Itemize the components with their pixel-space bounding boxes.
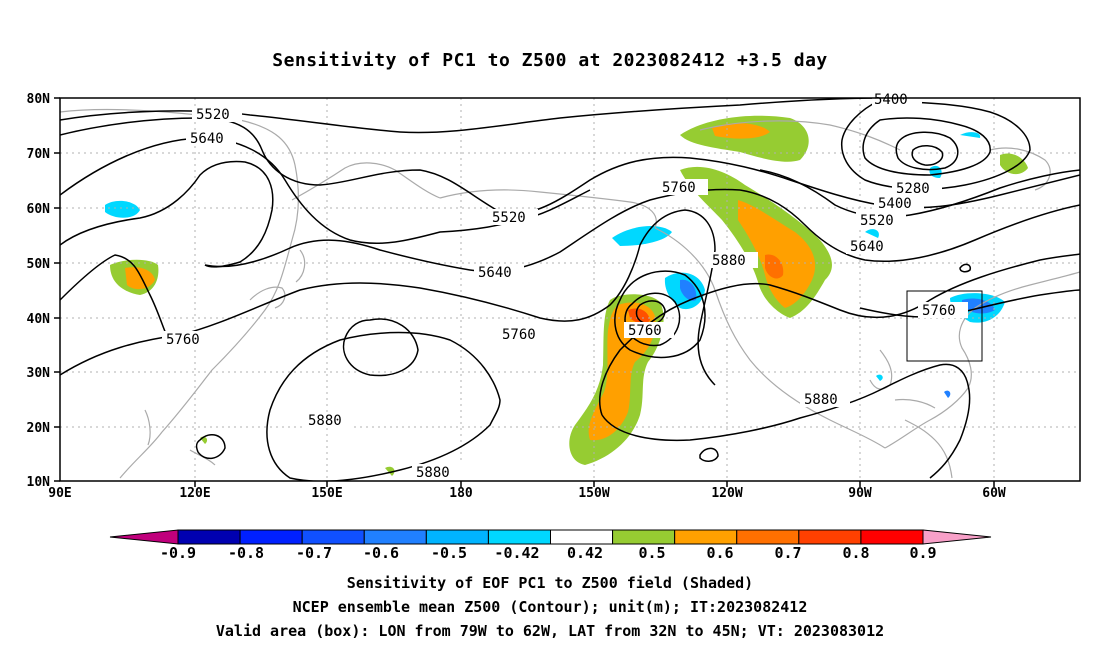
colorbar-segment xyxy=(487,529,551,545)
contour-label-5760-pacific: 5760 xyxy=(502,327,536,343)
valid-area-box xyxy=(906,290,983,362)
contour-label-5880-west: 5880 xyxy=(308,413,342,429)
shade-orange-nw-pacific xyxy=(125,267,155,290)
colorbar xyxy=(109,529,992,545)
lat-label-70n: 70N xyxy=(27,147,51,162)
caption-valid-area: Valid area (box): LON from 79W to 62W, L… xyxy=(215,622,885,640)
colorbar-segment xyxy=(736,529,800,545)
sensitivity-shading xyxy=(105,115,1028,476)
colorbar-label-neg-0-9: -0.9 xyxy=(160,544,196,562)
contour-label-5760-low: 5760 xyxy=(628,323,662,339)
z500-contours xyxy=(60,98,1080,481)
lon-label-90e: 90E xyxy=(48,486,71,501)
lat-label-30n: 30N xyxy=(27,366,51,381)
contour-label-5400-east: 5400 xyxy=(878,196,912,212)
shade-negative-nw-pacific xyxy=(105,200,140,218)
caption-shading: Sensitivity of EOF PC1 to Z500 field (Sh… xyxy=(346,574,754,592)
colorbar-label-0-7: 0.7 xyxy=(774,544,801,562)
lat-label-50n: 50N xyxy=(27,257,51,272)
colorbar-segment xyxy=(550,529,614,545)
lon-label-180: 180 xyxy=(449,486,473,501)
colorbar-segment xyxy=(301,529,365,545)
shade-negative-labrador xyxy=(960,132,981,138)
colorbar-label-neg-0-5: -0.5 xyxy=(431,544,467,562)
colorbar-segment xyxy=(860,529,924,545)
gridlines xyxy=(60,98,1080,481)
tick-marks xyxy=(54,97,995,487)
colorbar-label-neg-0-6: -0.6 xyxy=(363,544,399,562)
colorbar-segment xyxy=(363,529,427,545)
lon-label-150w: 150W xyxy=(578,486,609,501)
contour-label-5640-east: 5640 xyxy=(850,239,884,255)
colorbar-label-0-8: 0.8 xyxy=(842,544,869,562)
lon-label-60w: 60W xyxy=(982,486,1006,501)
colorbar-segment xyxy=(798,529,862,545)
longitude-labels: 90E 120E 150E 180 150W 120W 90W 60W xyxy=(48,486,1006,501)
lat-label-10n: 10N xyxy=(27,475,51,490)
colorbar-label-neg-0-7: -0.7 xyxy=(296,544,332,562)
colorbar-label-neg-0-42: -0.42 xyxy=(494,544,539,562)
contour-labels: 5520 5640 5400 5760 5520 5280 5400 5520 … xyxy=(162,92,968,481)
colorbar-arrow-high xyxy=(922,529,992,545)
shade-positive-greenland xyxy=(1000,153,1028,175)
shade-negative-bc-core xyxy=(680,279,697,301)
contour-label-5760-alaska: 5760 xyxy=(662,180,696,196)
lon-label-150e: 150E xyxy=(311,486,342,501)
lon-label-120e: 120E xyxy=(179,486,210,501)
caption-contour: NCEP ensemble mean Z500 (Contour); unit(… xyxy=(292,598,808,616)
lon-label-120w: 120W xyxy=(711,486,742,501)
lat-label-60n: 60N xyxy=(27,202,51,217)
shade-red-central-pacific xyxy=(628,308,650,324)
colorbar-label-0-5: 0.5 xyxy=(638,544,665,562)
lon-label-90w: 90W xyxy=(848,486,872,501)
colorbar-segment xyxy=(612,529,676,545)
lat-label-20n: 20N xyxy=(27,421,51,436)
contour-label-5640-pacific: 5640 xyxy=(478,265,512,281)
shade-negative-atlantic xyxy=(944,390,951,398)
contour-label-5880-east: 5880 xyxy=(804,392,838,408)
contour-label-5280: 5280 xyxy=(896,181,930,197)
contour-label-5520-pacific: 5520 xyxy=(492,210,526,226)
shade-negative-ne-pacific xyxy=(612,226,672,246)
colorbar-segment xyxy=(425,529,489,545)
contour-label-5520-east: 5520 xyxy=(860,213,894,229)
latitude-labels: 80N 70N 60N 50N 40N 30N 20N 10N xyxy=(27,92,51,490)
lat-label-80n: 80N xyxy=(27,92,51,107)
colorbar-labels: -0.9 -0.8 -0.7 -0.6 -0.5 -0.42 0.42 0.5 … xyxy=(160,544,937,562)
colorbar-label-0-9: 0.9 xyxy=(909,544,936,562)
colorbar-label-neg-0-8: -0.8 xyxy=(228,544,264,562)
colorbar-segment xyxy=(177,529,241,545)
shade-positive-small-2 xyxy=(385,466,395,476)
shade-darkorange-canada xyxy=(765,254,784,279)
shade-orange-canada xyxy=(738,200,816,308)
contour-label-5880-canada: 5880 xyxy=(712,253,746,269)
colorbar-label-0-42: 0.42 xyxy=(567,544,603,562)
colorbar-label-0-6: 0.6 xyxy=(706,544,733,562)
contour-label-5760-box: 5760 xyxy=(922,303,956,319)
colorbar-segment xyxy=(239,529,303,545)
contour-label-5400-north: 5400 xyxy=(874,92,908,108)
shade-negative-hudson xyxy=(865,229,879,238)
contour-label-5880-south: 5880 xyxy=(416,465,450,481)
shade-negative-gulf xyxy=(876,374,883,381)
lat-label-40n: 40N xyxy=(27,312,51,327)
map-title: Sensitivity of PC1 to Z500 at 2023082412… xyxy=(272,50,828,71)
contour-label-5760-west: 5760 xyxy=(166,332,200,348)
contour-label-5520-west: 5520 xyxy=(196,107,230,123)
shade-negative-baffin xyxy=(929,165,942,178)
contour-label-5640-west: 5640 xyxy=(190,131,224,147)
colorbar-arrow-low xyxy=(109,529,179,545)
plot-frame xyxy=(59,97,1081,482)
colorbar-segment xyxy=(674,529,738,545)
